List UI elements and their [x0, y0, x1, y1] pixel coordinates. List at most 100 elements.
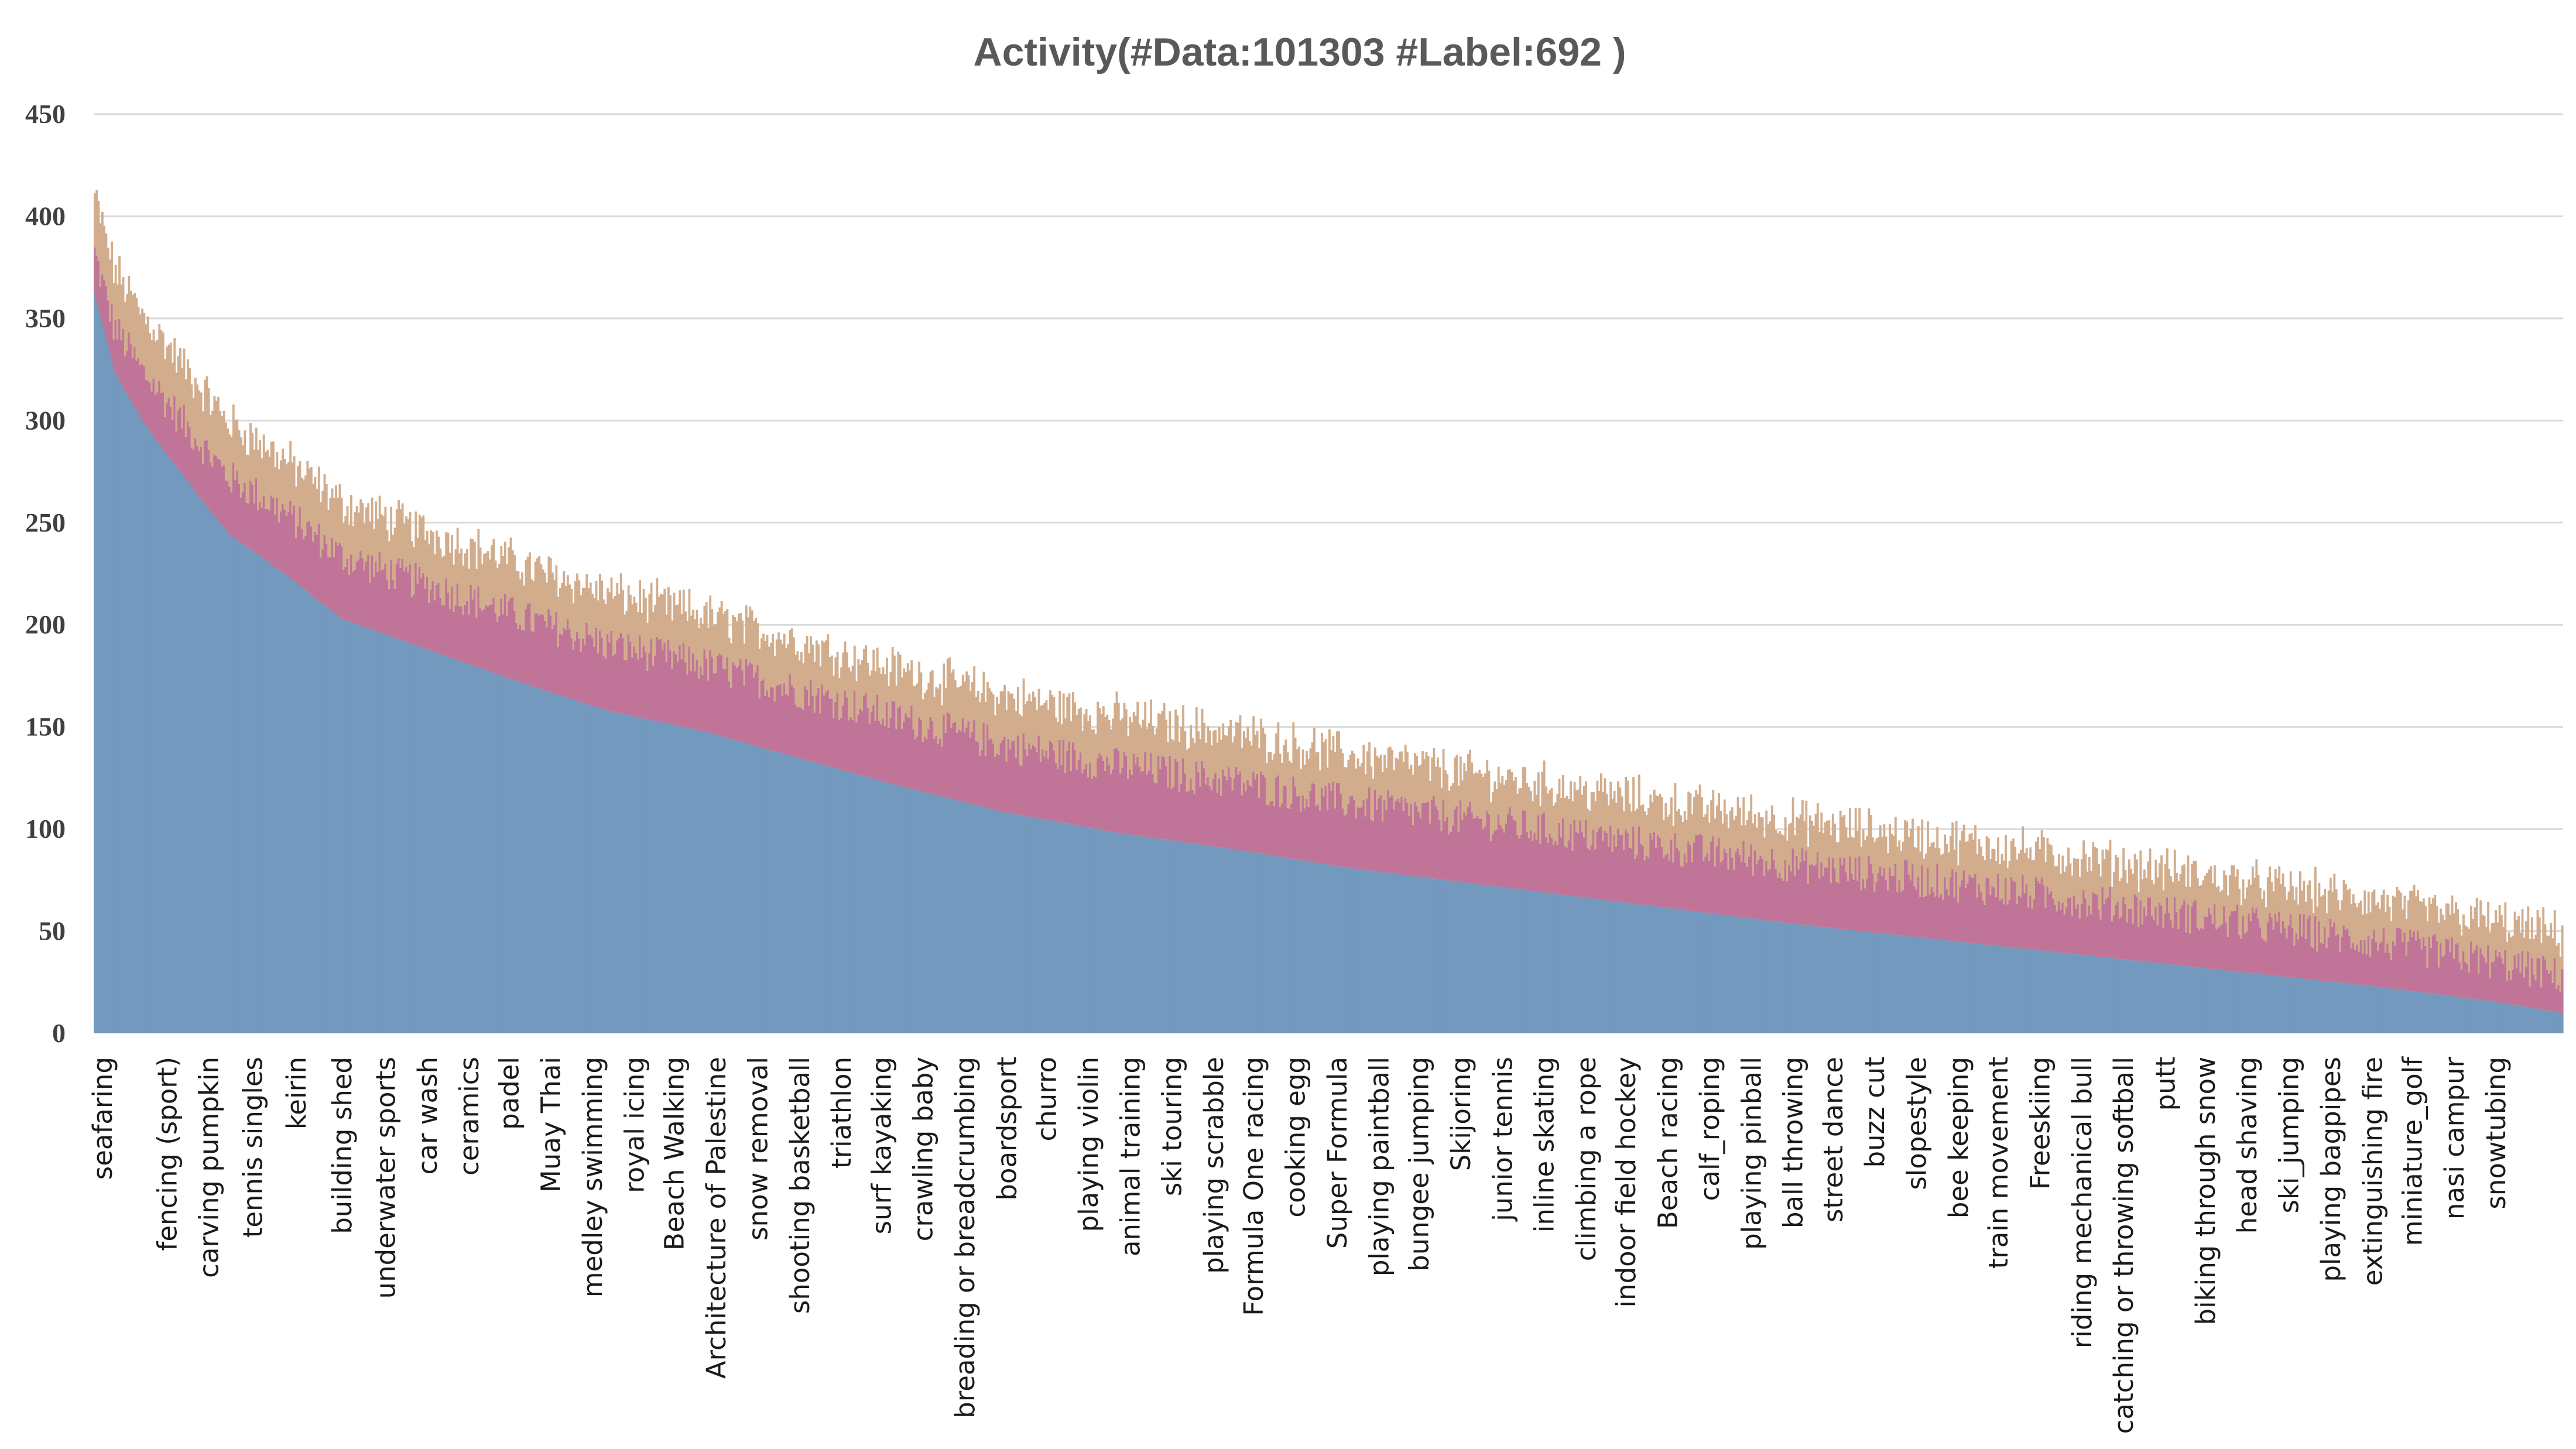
bar-segment-s1 — [1423, 803, 1426, 878]
bar-segment-s1 — [1283, 786, 1285, 858]
bar-segment-s0 — [1358, 869, 1361, 1033]
bar-segment-s2 — [1947, 852, 1950, 896]
bar-segment-s0 — [1906, 936, 1909, 1033]
bar-segment-s2 — [828, 657, 831, 699]
bar-segment-s1 — [714, 673, 717, 735]
bar-segment-s0 — [789, 755, 792, 1033]
bar-segment-s2 — [2513, 912, 2516, 955]
bar-segment-s0 — [2380, 987, 2383, 1033]
bar-segment-s0 — [1241, 851, 1244, 1033]
bar-segment-s1 — [1501, 828, 1504, 888]
bar-segment-s0 — [1666, 907, 1669, 1033]
bar-segment-s0 — [1224, 848, 1227, 1033]
bar-segment-s2 — [2243, 898, 2246, 934]
bar-segment-s1 — [304, 536, 307, 591]
bar-segment-s2 — [1733, 819, 1735, 870]
x-tick-label: playing paintball — [1364, 1057, 1395, 1276]
bar-segment-s1 — [540, 614, 543, 690]
bar-segment-s1 — [741, 670, 744, 742]
bar-segment-s0 — [2010, 947, 2013, 1033]
bar-segment-s1 — [1645, 855, 1648, 906]
bar-segment-s2 — [580, 595, 583, 652]
bar-segment-s1 — [274, 515, 277, 567]
bar-segment-s2 — [420, 517, 423, 578]
bar-segment-s1 — [1315, 806, 1318, 863]
bar-segment-s1 — [1381, 821, 1384, 872]
bar-segment-s1 — [2265, 941, 2267, 975]
bar-segment-s2 — [751, 610, 753, 664]
bar-segment-s2 — [1875, 838, 1878, 882]
bar-segment-s2 — [2447, 903, 2450, 940]
bar-segment-s0 — [534, 687, 537, 1033]
bar-segment-s2 — [1811, 821, 1813, 864]
bar-segment-s0 — [239, 542, 242, 1033]
bar-segment-s1 — [1907, 875, 1910, 937]
bar-segment-s0 — [2392, 988, 2395, 1033]
bar-segment-s0 — [1839, 929, 1842, 1033]
bar-segment-s1 — [1828, 857, 1831, 928]
bar-segment-s0 — [101, 324, 104, 1034]
bar-segment-s2 — [1854, 808, 1857, 858]
bar-segment-s0 — [1066, 823, 1069, 1033]
bar-segment-s2 — [164, 359, 166, 417]
bar-segment-s0 — [2276, 975, 2279, 1033]
bar-segment-s0 — [2414, 991, 2417, 1033]
bar-segment-s0 — [1245, 851, 1248, 1033]
bar-segment-s2 — [1655, 795, 1657, 848]
bar-segment-s2 — [1146, 728, 1149, 775]
bar-segment-s1 — [566, 619, 569, 698]
bar-segment-s0 — [375, 631, 378, 1033]
bar-segment-s1 — [2529, 986, 2532, 1008]
bar-segment-s1 — [842, 705, 845, 770]
bar-segment-s2 — [992, 694, 995, 744]
bar-segment-s1 — [551, 628, 554, 693]
bar-segment-s1 — [1516, 835, 1519, 889]
bar-segment-s0 — [1135, 835, 1137, 1033]
bar-segment-s0 — [2331, 982, 2334, 1033]
bar-segment-s1 — [1228, 767, 1230, 849]
bar-segment-s2 — [2304, 902, 2307, 939]
bar-segment-s1 — [931, 721, 934, 794]
bar-segment-s2 — [546, 583, 549, 628]
bar-segment-s0 — [2327, 981, 2330, 1033]
bar-segment-s0 — [291, 580, 294, 1033]
bar-segment-s2 — [2158, 863, 2161, 903]
bar-segment-s0 — [105, 339, 108, 1033]
bar-segment-s0 — [2289, 977, 2292, 1033]
bar-segment-s1 — [2550, 970, 2553, 1011]
bar-segment-s1 — [964, 732, 966, 803]
bar-segment-s0 — [772, 751, 775, 1033]
bar-segment-s1 — [325, 543, 328, 607]
bar-segment-s2 — [2449, 914, 2452, 953]
bar-segment-s1 — [1351, 796, 1354, 869]
bar-segment-s1 — [1509, 807, 1512, 888]
x-tick-label: tennis singles — [237, 1057, 268, 1238]
bar-segment-s1 — [2441, 957, 2444, 995]
bar-segment-s1 — [923, 737, 926, 793]
bar-segment-s2 — [728, 638, 731, 681]
bar-segment-s2 — [652, 612, 655, 666]
bar-segment-s0 — [1469, 883, 1471, 1033]
bar-segment-s0 — [1630, 903, 1633, 1033]
bar-segment-s2 — [2544, 924, 2547, 960]
bar-segment-s0 — [1455, 881, 1458, 1033]
bar-segment-s1 — [561, 635, 564, 696]
bar-segment-s2 — [2181, 865, 2184, 905]
bar-segment-s1 — [2422, 936, 2425, 993]
bar-segment-s1 — [1797, 869, 1800, 924]
bar-segment-s0 — [1604, 900, 1606, 1033]
bar-segment-s0 — [1271, 855, 1274, 1033]
bar-segment-s2 — [770, 642, 772, 687]
bar-segment-s0 — [2042, 951, 2045, 1033]
bar-segment-s2 — [265, 451, 267, 510]
bar-segment-s0 — [1744, 917, 1747, 1033]
bar-segment-s1 — [1138, 766, 1141, 836]
bar-segment-s1 — [99, 286, 102, 317]
bar-segment-s0 — [297, 584, 300, 1033]
bar-segment-s0 — [1942, 940, 1944, 1033]
bar-segment-s1 — [1410, 804, 1413, 876]
bar-segment-s0 — [1060, 823, 1063, 1033]
bar-segment-s2 — [836, 652, 839, 693]
bar-segment-s2 — [2477, 927, 2480, 974]
bar-segment-s2 — [1493, 781, 1496, 831]
